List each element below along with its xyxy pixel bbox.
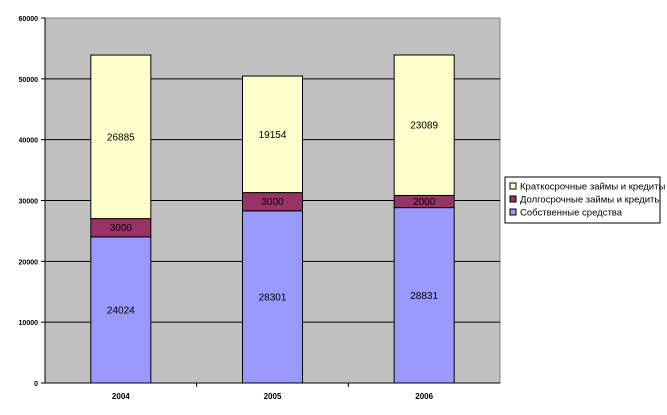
data-label: 3000 <box>110 223 133 234</box>
x-axis: 2004 2005 2006 <box>45 382 500 401</box>
data-label: 2000 <box>413 197 436 208</box>
bar-segment <box>90 54 152 220</box>
y-tick-label: 20000 <box>19 259 39 266</box>
y-tick-label: 30000 <box>19 199 39 206</box>
bar-segment <box>242 75 303 194</box>
y-tick-label: 60000 <box>19 16 39 23</box>
data-label: 28831 <box>410 291 438 302</box>
x-tick-label: 2006 <box>415 392 433 401</box>
y-axis: 0 10000 20000 30000 40000 50000 60000 <box>19 16 46 388</box>
legend-swatch <box>509 195 517 203</box>
legend-entry: Краткосрочные займы и кредиты <box>520 182 665 193</box>
y-tick-label: 0 <box>34 381 38 388</box>
data-label: 23089 <box>410 121 438 132</box>
data-label: 26885 <box>107 132 135 143</box>
legend-entry: Долгосрочные займы и кредиты <box>520 195 661 206</box>
x-tick-label: 2005 <box>264 392 282 401</box>
y-tick-label: 10000 <box>19 320 39 327</box>
data-label: 19154 <box>259 130 287 141</box>
legend-entry: Собственные средства <box>520 208 623 219</box>
legend-box <box>504 176 661 224</box>
data-label: 3000 <box>261 197 284 208</box>
bar-segment <box>242 210 303 384</box>
data-labels: 24024 3000 26885 28301 3000 19154 28831 2000 230… <box>107 121 439 317</box>
data-label: 28301 <box>259 292 287 303</box>
x-tick-label: 2004 <box>112 392 130 401</box>
legend: Краткосрочные займы и кредиты Долгосрочны… <box>504 176 665 224</box>
legend-swatch <box>509 208 517 216</box>
y-tick-label: 50000 <box>19 77 39 84</box>
y-tick-label: 40000 <box>19 138 39 145</box>
data-label: 24024 <box>107 305 135 316</box>
bars <box>90 54 455 384</box>
legend-swatch <box>509 182 517 190</box>
bar-segment <box>393 54 455 196</box>
